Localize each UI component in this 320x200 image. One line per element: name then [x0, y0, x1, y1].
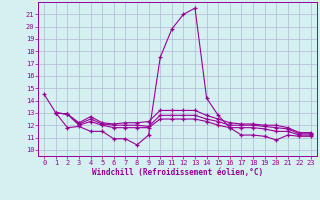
X-axis label: Windchill (Refroidissement éolien,°C): Windchill (Refroidissement éolien,°C)	[92, 168, 263, 177]
